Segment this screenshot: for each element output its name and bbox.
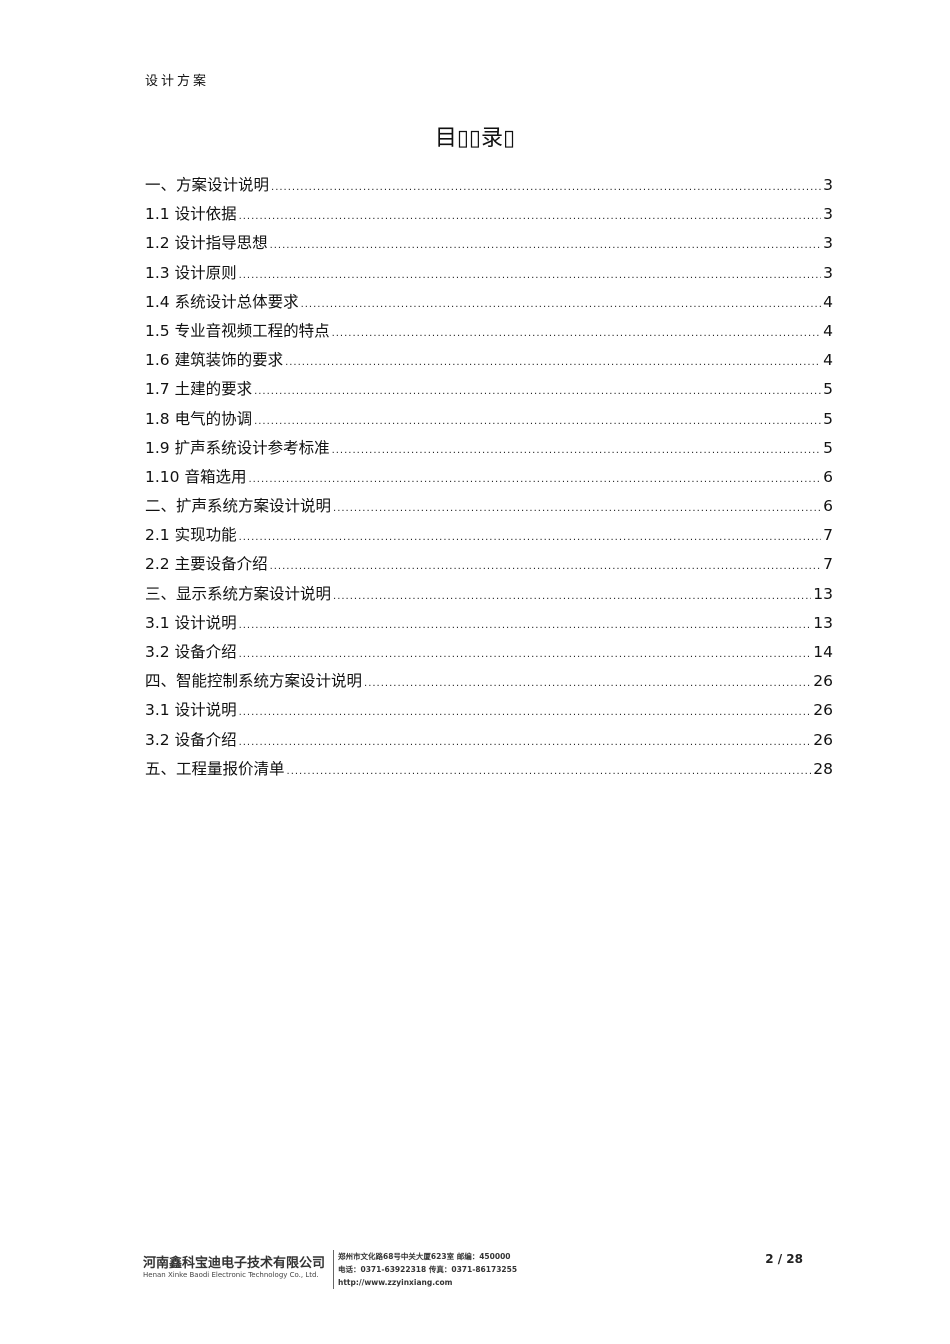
toc-entry[interactable]: 3.2 设备介绍 26 <box>145 728 833 757</box>
toc-entry[interactable]: 2.2 主要设备介绍 7 <box>145 552 833 581</box>
toc-entry-title[interactable]: 1.9 扩声系统设计参考标准 <box>145 438 330 457</box>
toc-entry-title[interactable]: 五、工程量报价清单 <box>145 759 285 778</box>
toc-entry-page: 7 <box>823 526 833 545</box>
toc-entry-page: 28 <box>813 759 833 778</box>
toc-entry-page: 5 <box>823 409 833 428</box>
toc-entry-page: 3 <box>823 205 833 224</box>
phone-fax: 电话：0371-63922318 传真：0371-86173255 <box>338 1265 518 1274</box>
toc-leader-dots <box>287 766 812 777</box>
toc-entry-title[interactable]: 3.1 设计说明 <box>145 613 237 632</box>
toc-leader-dots <box>364 678 811 689</box>
page-title: 目▯▯录▯ <box>434 126 516 151</box>
toc-leader-dots <box>239 620 812 631</box>
toc-entry-title[interactable]: 一、方案设计说明 <box>145 176 270 194</box>
toc-entry-page: 13 <box>813 613 833 632</box>
toc-entry-page: 5 <box>823 380 833 399</box>
toc-leader-dots <box>239 649 812 660</box>
toc-entry[interactable]: 1.8 电气的协调 5 <box>145 407 833 436</box>
toc-leader-dots <box>239 211 822 222</box>
toc-entry[interactable]: 1.3 设计原则 3 <box>145 261 833 290</box>
toc-entry[interactable]: 1.10 音箱选用 6 <box>145 465 833 494</box>
toc-entry-page: 3 <box>823 176 833 194</box>
toc-entry-title[interactable]: 3.2 设备介绍 <box>145 730 237 749</box>
address: 郑州市文化路68号中关大厦623室 邮编：450000 <box>338 1252 511 1261</box>
toc-entry[interactable]: 1.6 建筑装饰的要求 4 <box>145 348 833 377</box>
toc-entry-page: 26 <box>813 701 833 720</box>
toc-entry[interactable]: 三、显示系统方案设计说明 13 <box>145 582 833 611</box>
toc-leader-dots <box>333 503 821 514</box>
toc-leader-dots <box>254 416 821 427</box>
toc-entry-page: 3 <box>823 234 833 253</box>
toc-entry-page: 4 <box>823 292 833 311</box>
toc-leader-dots <box>333 591 811 602</box>
toc-entry-title[interactable]: 2.1 实现功能 <box>145 526 237 545</box>
toc-entry[interactable]: 五、工程量报价清单 28 <box>145 757 833 786</box>
toc-leader-dots <box>248 474 821 485</box>
toc-leader-dots <box>301 299 822 310</box>
toc-entry-page: 26 <box>813 730 833 749</box>
company-name-en: Henan Xinke Baodi Electronic Technology … <box>143 1271 319 1279</box>
toc-leader-dots <box>332 328 822 339</box>
toc-entry-title[interactable]: 二、扩声系统方案设计说明 <box>145 497 332 516</box>
toc-entry[interactable]: 1.4 系统设计总体要求 4 <box>145 290 833 319</box>
toc-entry-page: 26 <box>813 672 833 691</box>
toc-leader-dots <box>254 386 821 397</box>
toc-entry-page: 5 <box>823 438 833 457</box>
toc-entry[interactable]: 1.9 扩声系统设计参考标准 5 <box>145 436 833 465</box>
toc-entry[interactable]: 1.1 设计依据 3 <box>145 202 833 231</box>
page-number: 2 / 28 <box>765 1252 803 1266</box>
toc-entry-page: 7 <box>823 555 833 574</box>
toc-entry-title[interactable]: 1.7 土建的要求 <box>145 380 253 399</box>
page-header: 设计方案 <box>145 74 210 89</box>
toc-entry-title[interactable]: 3.2 设备介绍 <box>145 643 237 661</box>
toc-entry-title[interactable]: 1.5 专业音视频工程的特点 <box>145 321 330 340</box>
toc-leader-dots <box>239 707 812 718</box>
toc-leader-dots <box>239 270 822 281</box>
toc-entry-title[interactable]: 2.2 主要设备介绍 <box>145 555 268 574</box>
toc-entry[interactable]: 1.5 专业音视频工程的特点 4 <box>145 319 833 348</box>
page-footer: 河南鑫科宝迪电子技术有限公司 Henan Xinke Baodi Electro… <box>143 1250 803 1292</box>
company-name-cn: 河南鑫科宝迪电子技术有限公司 <box>143 1256 326 1271</box>
toc-entry[interactable]: 一、方案设计说明 3 <box>145 173 833 202</box>
toc-entry[interactable]: 四、智能控制系统方案设计说明 26 <box>145 669 833 698</box>
toc-entry-title[interactable]: 3.1 设计说明 <box>145 701 237 720</box>
toc-entry-title[interactable]: 1.10 音箱选用 <box>145 467 247 486</box>
toc-leader-dots <box>270 561 822 572</box>
toc-entry-page: 3 <box>823 263 833 282</box>
toc-entry[interactable]: 二、扩声系统方案设计说明 6 <box>145 494 833 523</box>
contact-info: 郑州市文化路68号中关大厦623室 邮编：450000 电话：0371-6392… <box>333 1250 517 1289</box>
toc-entry-page: 6 <box>823 467 833 486</box>
toc-leader-dots <box>239 737 812 748</box>
toc-leader-dots <box>332 445 822 456</box>
toc-entry-title[interactable]: 1.8 电气的协调 <box>145 409 253 428</box>
toc-entry[interactable]: 1.2 设计指导思想 3 <box>145 231 833 260</box>
toc-entry-page: 4 <box>823 351 833 370</box>
toc-leader-dots <box>239 532 822 543</box>
toc-entry-title[interactable]: 1.6 建筑装饰的要求 <box>145 351 284 370</box>
toc-entry-page: 4 <box>823 321 833 340</box>
toc-entry[interactable]: 3.1 设计说明 26 <box>145 698 833 727</box>
toc-entry-page: 14 <box>813 643 833 661</box>
toc-entry-title[interactable]: 三、显示系统方案设计说明 <box>145 584 332 603</box>
toc-leader-dots <box>271 182 821 193</box>
toc-entry-page: 13 <box>813 584 833 603</box>
table-of-contents: 一、方案设计说明31.1 设计依据31.2 设计指导思想31.3 设计原则31.… <box>145 173 833 786</box>
toc-entry-page: 6 <box>823 497 833 516</box>
toc-entry[interactable]: 3.2 设备介绍 14 <box>145 640 833 669</box>
toc-entry-title[interactable]: 1.3 设计原则 <box>145 263 237 282</box>
toc-entry[interactable]: 1.7 土建的要求 5 <box>145 377 833 406</box>
toc-leader-dots <box>285 357 821 368</box>
toc-entry[interactable]: 3.1 设计说明 13 <box>145 611 833 640</box>
toc-entry-title[interactable]: 1.2 设计指导思想 <box>145 234 268 253</box>
toc-entry-title[interactable]: 1.4 系统设计总体要求 <box>145 292 299 311</box>
toc-entry-title[interactable]: 四、智能控制系统方案设计说明 <box>145 672 363 691</box>
toc-entry[interactable]: 2.1 实现功能 7 <box>145 523 833 552</box>
toc-leader-dots <box>270 240 822 251</box>
toc-entry-title[interactable]: 1.1 设计依据 <box>145 205 237 224</box>
website-link[interactable]: http://www.zzyinxiang.com <box>338 1278 453 1287</box>
